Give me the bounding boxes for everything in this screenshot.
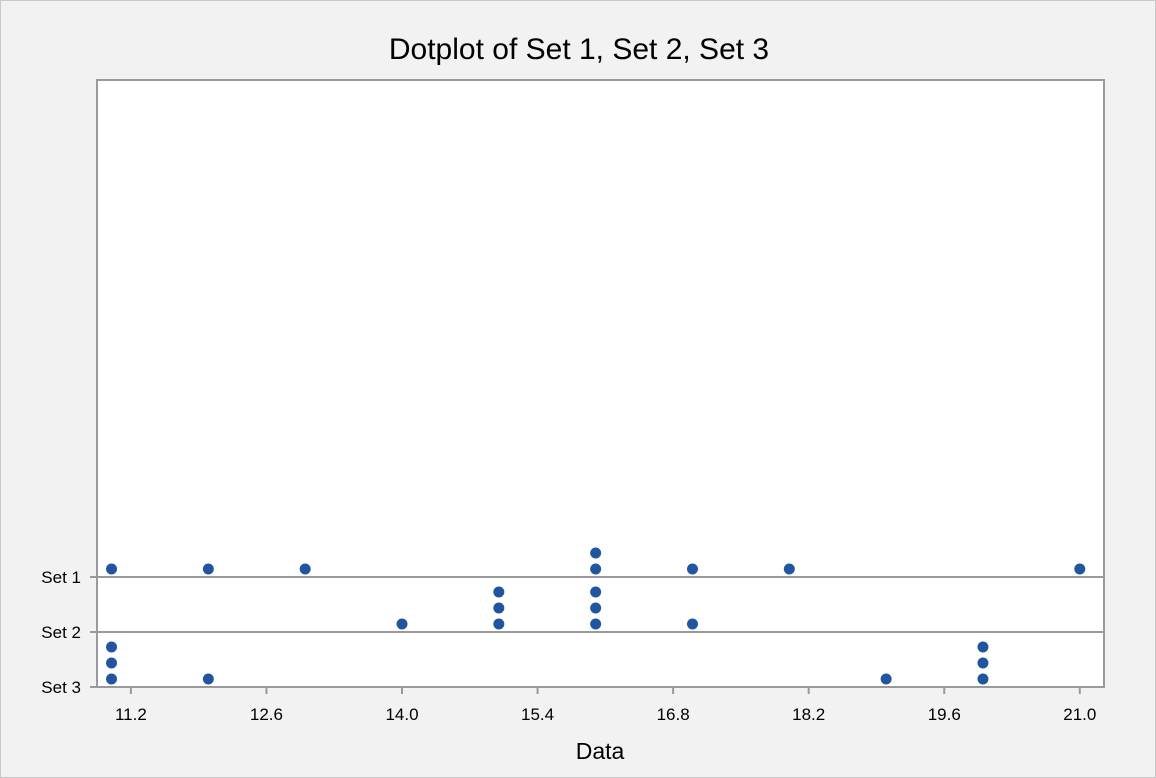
data-point — [493, 602, 505, 614]
x-axis-label: Data — [576, 738, 625, 764]
data-point — [977, 641, 989, 653]
data-point — [493, 586, 505, 598]
x-tick-label: 19.6 — [928, 705, 961, 724]
data-point — [106, 641, 118, 653]
x-tick-label: 12.6 — [250, 705, 283, 724]
data-point — [977, 673, 989, 685]
data-point — [493, 618, 505, 630]
y-category-label: Set 3 — [41, 678, 81, 697]
data-point — [590, 618, 602, 630]
plot-area — [96, 79, 1105, 688]
data-point — [590, 602, 602, 614]
x-axis-ticks: 11.2 12.6 14.0 15.4 16.8 18.2 19.6 21.0 — [115, 687, 1096, 724]
y-category-label: Set 2 — [41, 623, 81, 642]
data-point — [880, 673, 892, 685]
data-point — [783, 563, 795, 575]
data-point — [106, 563, 118, 575]
y-category-label: Set 1 — [41, 568, 81, 587]
data-point — [590, 563, 602, 575]
data-point — [299, 563, 311, 575]
data-point — [202, 673, 214, 685]
x-tick-label: 18.2 — [792, 705, 825, 724]
x-tick-label: 15.4 — [521, 705, 554, 724]
data-point — [977, 657, 989, 669]
chart-title: Dotplot of Set 1, Set 2, Set 3 — [389, 33, 769, 66]
data-point — [106, 673, 118, 685]
data-point — [396, 618, 408, 630]
data-point — [202, 563, 214, 575]
data-point — [590, 586, 602, 598]
data-point — [106, 657, 118, 669]
category-rows: Set 1 Set 2 Set 3 — [41, 568, 1104, 697]
data-point — [1074, 563, 1086, 575]
x-tick-label: 11.2 — [115, 705, 147, 724]
x-tick-label: 21.0 — [1063, 705, 1096, 724]
x-tick-label: 14.0 — [385, 705, 418, 724]
data-point — [686, 563, 698, 575]
x-tick-label: 16.8 — [657, 705, 690, 724]
data-point — [686, 618, 698, 630]
data-point — [590, 547, 602, 559]
data-points — [106, 547, 1086, 685]
